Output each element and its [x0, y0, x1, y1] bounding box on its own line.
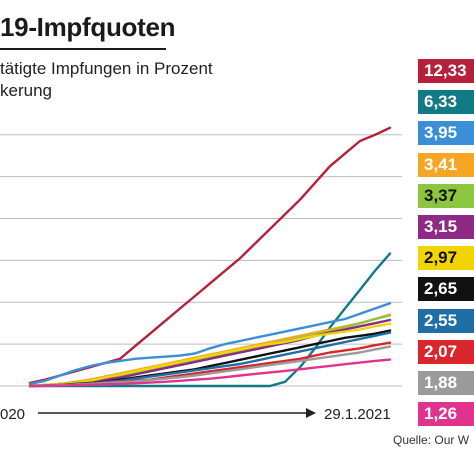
value-badge-4: 3,37 [418, 183, 474, 208]
value-badge-11: 1,26 [418, 402, 474, 427]
value-badge-5: 3,15 [418, 215, 474, 239]
value-badge-7: 2,65 [418, 277, 474, 302]
value-badge-10: 1,88 [418, 371, 474, 395]
value-badge-3: 3,41 [418, 152, 474, 177]
series-line-2 [28, 302, 392, 386]
subtitle-line-1: tätigte Impfungen in Prozent [0, 59, 213, 78]
x-axis-arrow-head [306, 408, 316, 418]
title-underline [0, 48, 166, 50]
chart-title: 19-Impfquoten [0, 12, 176, 42]
value-badge-1: 6,33 [418, 90, 474, 115]
subtitle-line-2: kerung [0, 81, 52, 100]
value-badge-6: 2,97 [418, 246, 474, 271]
source-note: Quelle: Our W [393, 433, 470, 447]
value-badge-9: 2,07 [418, 339, 474, 364]
series-line-3 [28, 313, 392, 388]
x-tick-label-end: 29.1.2021 [324, 406, 391, 423]
series-line-11 [28, 358, 392, 388]
value-badge-8: 2,55 [418, 308, 474, 333]
series-line-6 [28, 322, 392, 388]
x-tick-label-start: 020 [0, 406, 25, 423]
chart-subtitle: tätigte Impfungen in Prozent kerung [0, 58, 213, 102]
value-badge-0: 12,33 [418, 59, 474, 83]
value-badge-2: 3,95 [418, 121, 474, 146]
series-line-1 [28, 252, 392, 388]
